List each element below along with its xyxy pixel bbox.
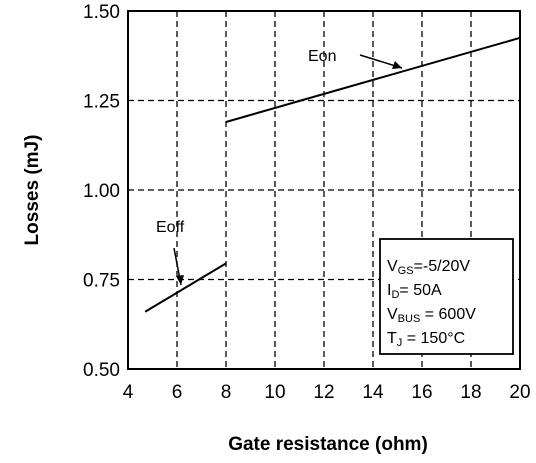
x-tick-label: 4 [123, 382, 134, 403]
x-tick-label: 20 [509, 382, 530, 403]
x-tick-labels: 4 6 8 10 12 14 16 18 20 [123, 382, 531, 403]
y-axis-title: Losses (mJ) [22, 135, 43, 246]
eon-label: Eon [308, 48, 336, 65]
x-tick-label: 18 [460, 382, 481, 403]
x-tick-label: 12 [313, 382, 334, 403]
y-tick-label: 1.00 [83, 181, 120, 202]
y-tick-label: 1.50 [83, 2, 120, 23]
x-tick-label: 14 [362, 382, 384, 403]
eon-arrowhead [392, 61, 402, 69]
test-conditions-box [379, 238, 514, 355]
condition-line: TJ = 150°C [387, 330, 465, 349]
x-axis-title: Gate resistance (ohm) [228, 434, 428, 455]
test-conditions: VGS=-5/20V ID= 50A VBUS = 600V TJ = 150°C [387, 258, 476, 349]
eoff-arrowhead [176, 275, 184, 285]
x-tick-label: 8 [221, 382, 232, 403]
condition-line: VBUS = 600V [387, 306, 476, 325]
condition-line: ID= 50A [387, 282, 442, 301]
series-lines [144, 36, 521, 313]
y-tick-label: 0.50 [83, 360, 120, 381]
y-tick-labels: 0.50 0.75 1.00 1.25 1.50 [83, 2, 120, 381]
condition-line: VGS=-5/20V [387, 258, 470, 277]
x-tick-label: 6 [172, 382, 183, 403]
series-line-eoff [144, 262, 227, 313]
eoff-label: Eoff [156, 219, 185, 236]
x-tick-label: 16 [411, 382, 432, 403]
x-tick-label: 10 [264, 382, 285, 403]
y-tick-label: 1.25 [83, 92, 120, 113]
plot-frame [127, 10, 521, 370]
series-line-eon [225, 36, 521, 123]
grid-lines [128, 11, 520, 369]
y-tick-label: 0.75 [83, 271, 120, 292]
